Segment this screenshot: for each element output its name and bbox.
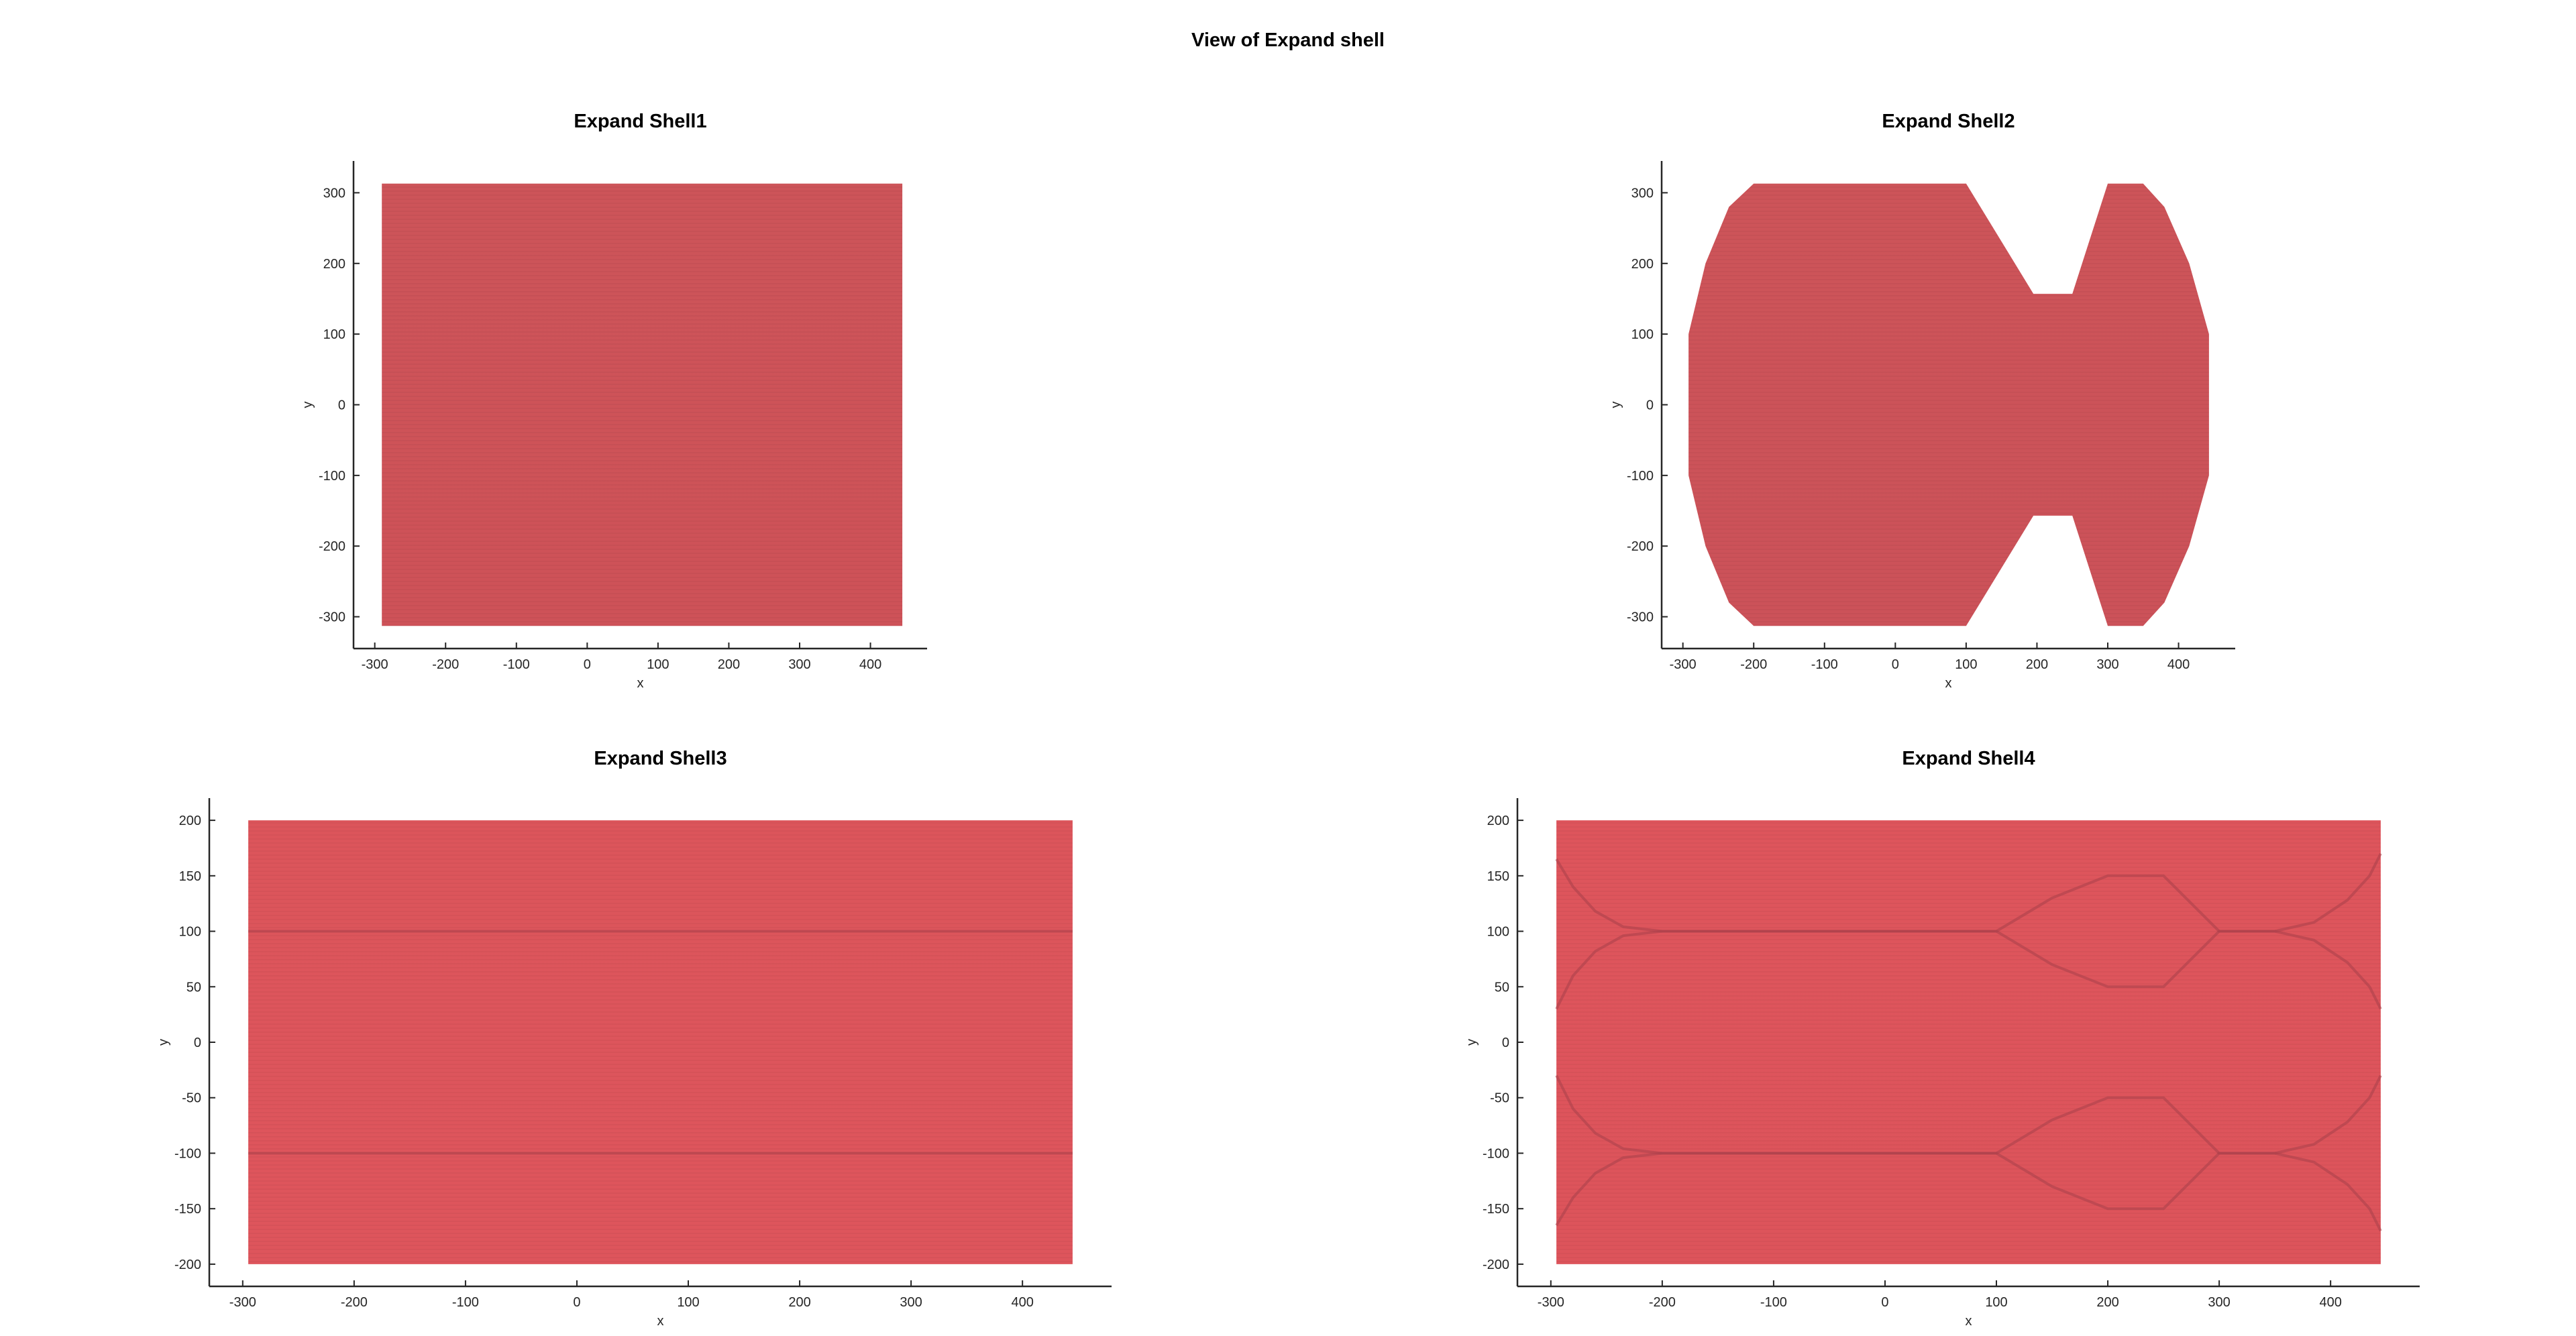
x-tick-label: 400 (859, 657, 881, 672)
x-tick-label: -300 (229, 1295, 256, 1310)
chart-panel-3: Expand Shell3 -300 -200 -100 0 100 200 300 400 -2… (156, 748, 1112, 1329)
y-tick-label: -100 (174, 1146, 201, 1161)
x-tick-label: 200 (2026, 657, 2048, 672)
x-tick-label: 300 (2208, 1295, 2230, 1310)
panel-title: Expand Shell4 (1902, 748, 2035, 769)
y-tick-label: 0 (1646, 398, 1654, 413)
y-tick-label: -50 (1490, 1091, 1509, 1106)
x-tick-label: 200 (2096, 1295, 2118, 1310)
x-tick-label: -300 (362, 657, 388, 672)
x-tick-label: -200 (1740, 657, 1767, 672)
y-tick-label: 0 (194, 1036, 201, 1050)
y-tick-label: -200 (1483, 1258, 1509, 1272)
x-tick-label: 200 (718, 657, 740, 672)
x-tick-label: -300 (1670, 657, 1697, 672)
x-tick-label: -200 (341, 1295, 368, 1310)
x-axis-label: x (657, 1314, 664, 1329)
y-tick-label: -300 (1627, 610, 1654, 625)
x-tick-label: -200 (1649, 1295, 1676, 1310)
chart-panel-2: Expand Shell2 -300 -200 -100 0 100 200 300 400 -3… (1609, 111, 2235, 691)
x-tick-label: 100 (647, 657, 669, 672)
x-tick-label: -200 (432, 657, 459, 672)
y-tick-label: 0 (338, 398, 345, 413)
y-tick-label: -100 (1483, 1146, 1509, 1161)
shell-mesh-lines (1688, 183, 2209, 626)
y-tick-label: 150 (1487, 869, 1509, 884)
shell-mesh-lines (382, 183, 903, 626)
y-tick-label: 300 (323, 186, 345, 201)
y-tick-label: 0 (1502, 1036, 1509, 1050)
contour-line-3 (1555, 1074, 2382, 1211)
x-tick-label: 400 (1011, 1295, 1033, 1310)
y-tick-label: 50 (186, 980, 201, 995)
y-tick-label: -200 (174, 1258, 201, 1272)
x-axis-label: x (1966, 1314, 1972, 1329)
x-tick-label: 0 (573, 1295, 580, 1310)
x-tick-label: -100 (503, 657, 530, 672)
x-axis-label: x (637, 676, 644, 691)
panel-title: Expand Shell1 (574, 111, 706, 132)
chart-panel-1: Expand Shell1 -300 -200 -100 0 100 200 300 400 -3… (301, 111, 927, 691)
y-tick-label: 200 (323, 257, 345, 272)
y-tick-label: -300 (319, 610, 345, 625)
y-tick-label: -50 (182, 1091, 201, 1106)
y-tick-label: 100 (1631, 327, 1654, 342)
y-tick-label: 150 (179, 869, 201, 884)
x-tick-label: -100 (452, 1295, 479, 1310)
contour-line-2 (1555, 874, 2382, 1010)
contour-line-4 (1555, 1096, 2382, 1232)
x-tick-label: -100 (1811, 657, 1838, 672)
y-tick-label: -100 (319, 469, 345, 484)
y-axis-label: y (301, 402, 315, 408)
y-tick-label: 100 (323, 327, 345, 342)
shell-mesh-lines (1556, 820, 2381, 1264)
x-tick-label: 300 (900, 1295, 922, 1310)
x-tick-label: 0 (1892, 657, 1899, 672)
y-tick-label: 200 (179, 814, 201, 828)
y-tick-label: 100 (1487, 925, 1509, 940)
x-tick-label: 300 (2096, 657, 2118, 672)
x-tick-label: 100 (1985, 1295, 2007, 1310)
x-tick-label: 400 (2167, 657, 2190, 672)
y-tick-label: -200 (1627, 539, 1654, 554)
x-tick-label: -300 (1538, 1295, 1564, 1310)
x-tick-label: 100 (1955, 657, 1977, 672)
shell-mesh-lines (248, 820, 1073, 1264)
x-tick-label: 100 (677, 1295, 699, 1310)
y-axis-label: y (1464, 1039, 1479, 1046)
contour-line-1 (1555, 852, 2382, 989)
x-tick-label: -100 (1760, 1295, 1787, 1310)
panel-title: Expand Shell3 (594, 748, 727, 769)
x-tick-label: 0 (584, 657, 591, 672)
y-tick-label: 200 (1631, 257, 1654, 272)
x-tick-label: 200 (788, 1295, 810, 1310)
y-tick-label: -150 (174, 1202, 201, 1217)
x-tick-label: 400 (2319, 1295, 2341, 1310)
figure-title: View of Expand shell (1191, 30, 1385, 51)
x-axis-label: x (1945, 676, 1952, 691)
y-tick-label: 300 (1631, 186, 1654, 201)
y-tick-label: 100 (179, 925, 201, 940)
y-tick-label: -200 (319, 539, 345, 554)
y-tick-label: 200 (1487, 814, 1509, 828)
y-tick-label: 50 (1495, 980, 1509, 995)
y-axis-label: y (156, 1039, 171, 1046)
y-tick-label: -150 (1483, 1202, 1509, 1217)
chart-panel-4: Expand Shell4 -300 -200 -100 0 100 200 300 400 -2… (1464, 748, 2420, 1329)
y-axis-label: y (1609, 402, 1623, 408)
x-tick-label: 0 (1881, 1295, 1888, 1310)
y-tick-label: -100 (1627, 469, 1654, 484)
panel-title: Expand Shell2 (1882, 111, 2015, 132)
x-tick-label: 300 (788, 657, 810, 672)
